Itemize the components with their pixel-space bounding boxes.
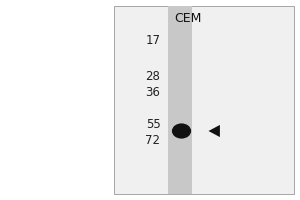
Ellipse shape [172, 123, 191, 139]
FancyBboxPatch shape [168, 6, 192, 194]
Text: 72: 72 [146, 134, 160, 146]
Text: 55: 55 [146, 117, 160, 130]
FancyBboxPatch shape [0, 0, 114, 200]
Text: 28: 28 [146, 70, 160, 82]
Text: 17: 17 [146, 33, 160, 46]
Text: CEM: CEM [174, 11, 201, 24]
FancyBboxPatch shape [114, 6, 294, 194]
Polygon shape [208, 125, 220, 137]
Text: 36: 36 [146, 86, 160, 98]
